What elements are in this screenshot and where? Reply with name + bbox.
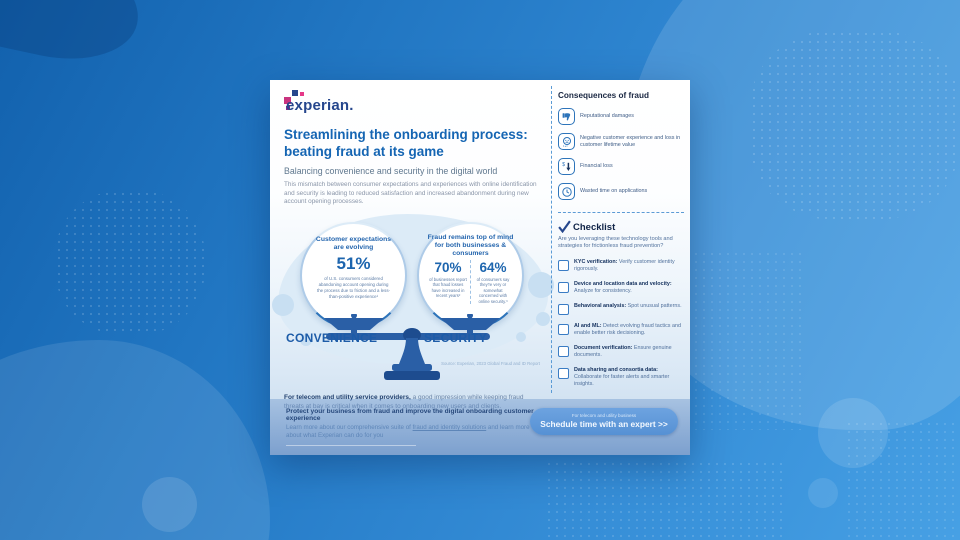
checklist-item-text: Data sharing and consortia data: Collabo… [574, 366, 670, 387]
checklist-item: Device and location data and velocity: A… [558, 281, 684, 295]
stat-description: of consumers say they're very or somewha… [476, 276, 510, 304]
stat-circle-fraud-top-of-mind: Fraud remains top of mind for both busin… [417, 221, 524, 329]
checkbox-kyc[interactable] [558, 259, 569, 271]
right-panel: Consequences of fraud Reputational damag… [558, 91, 684, 388]
consequence-label: Reputational damages [580, 113, 634, 119]
checklist-item-text: AI and ML: Detect evolving fraud tactics… [574, 322, 681, 336]
cta-text-block: Protect your business from fraud and imp… [286, 408, 534, 441]
halftone-dots-bottom-center [545, 460, 785, 540]
checklist-item-text: Document verification: Ensure genuine do… [574, 344, 672, 358]
checkmark-icon [558, 220, 571, 233]
stat-value-51: 51% [336, 254, 371, 274]
experian-logo: experian. [284, 90, 542, 114]
consequence-label: Wasted time on applications [580, 188, 648, 194]
telecom-note-bold: For telecom and utility service provider… [284, 393, 411, 401]
stat-value-64: 64% [479, 260, 507, 276]
horizontal-dashed-divider [558, 212, 684, 213]
balance-scale-icon [324, 313, 500, 380]
page-title: Streamlining the onboarding process: bea… [284, 126, 542, 160]
checkbox-data-sharing[interactable] [558, 367, 569, 379]
intro-paragraph: This mismatch between consumer expectati… [284, 181, 537, 206]
checklist-heading-row: Checklist [558, 220, 684, 233]
logo-dot-icon [284, 97, 291, 104]
consequence-item: Reputational damages [558, 108, 684, 125]
checklist-item: AI and ML: Detect evolving fraud tactics… [558, 323, 684, 337]
checklist-intro: Are you leveraging these technology tool… [558, 236, 673, 250]
halftone-dots-bottom-right [845, 420, 960, 540]
consequence-item: Negative customer experience and loss in… [558, 133, 684, 150]
checklist-item-text: Device and location data and velocity: A… [574, 280, 672, 294]
sad-face-icon [558, 133, 575, 150]
button-eyebrow-text: For telecom and utility business [571, 412, 637, 418]
bubble-decoration [536, 311, 550, 326]
stat-columns: 70% of businesses report that fraud loss… [419, 260, 522, 305]
bubble-decoration [516, 331, 526, 342]
fraud-identity-solutions-link[interactable]: fraud and identity solutions [412, 424, 487, 431]
halftone-dots-left [55, 190, 205, 335]
page-subtitle: Balancing convenience and security in th… [284, 166, 498, 176]
background-circle-right [818, 398, 888, 468]
stat-column-consumers: 64% of consumers say they're very or som… [470, 260, 515, 305]
consequences-heading: Consequences of fraud [558, 91, 649, 100]
svg-text:$: $ [562, 162, 565, 168]
thumbs-down-icon [558, 108, 575, 125]
stat-description: of U.S. consumers considered abandoning … [317, 276, 390, 299]
financial-loss-icon: $ [558, 158, 575, 175]
stat-value-70: 70% [434, 260, 462, 276]
checkbox-behavioral[interactable] [558, 303, 569, 315]
page-title-line2: beating fraud at its game [284, 144, 444, 159]
source-citation: Source: Experian, 2023 Global Fraud and … [441, 360, 540, 366]
stat-heading: Customer expectations are evolving [315, 235, 392, 251]
checklist-item: Document verification: Ensure genuine do… [558, 345, 684, 359]
bubble-decoration [300, 333, 312, 346]
schedule-expert-button[interactable]: For telecom and utility business Schedul… [530, 408, 678, 435]
bubble-decoration [528, 271, 554, 298]
scale-label-security: SECURITY [424, 330, 488, 345]
experian-logo-text: experian. [286, 97, 354, 114]
background-blob-bottom-left [0, 340, 270, 540]
checkbox-ai-ml[interactable] [558, 323, 569, 335]
checklist-item: KYC verification: Verify customer identi… [558, 259, 684, 273]
page-title-line1: Streamlining the onboarding process: [284, 127, 528, 142]
checklist-item: Behavioral analysis: Spot unusual patter… [558, 303, 684, 315]
cta-body-post: and learn more about what Experian can d… [286, 424, 530, 440]
cta-body: Learn more about our comprehensive suite… [286, 424, 534, 441]
stats-infographic: Customer expectations are evolving 51% o… [272, 213, 554, 386]
logo-dot-icon [292, 90, 298, 96]
clock-icon [558, 183, 575, 200]
logo-dot-icon [286, 106, 290, 110]
checklist-item-text: KYC verification: Verify customer identi… [574, 258, 675, 272]
stat-description: of businesses report that fraud losses h… [429, 276, 467, 299]
button-label: Schedule time with an expert >> [540, 418, 668, 429]
vertical-dashed-divider [551, 86, 552, 393]
logo-dot-icon [300, 92, 304, 96]
checkbox-document-verification[interactable] [558, 345, 569, 357]
stat-circle-customer-expectations: Customer expectations are evolving 51% o… [300, 221, 407, 329]
cta-heading: Protect your business from fraud and imp… [286, 408, 534, 422]
bubble-decoration [272, 293, 294, 316]
background-circle-bottom-left [142, 477, 197, 532]
background-corner-shape-top-left [0, 0, 150, 74]
document-main-column: experian. Streamlining the onboarding pr… [272, 90, 554, 411]
halftone-dots-right-middle [692, 250, 802, 430]
scale-label-convenience: CONVENIENCE [286, 330, 378, 345]
footer-underline-decoration [286, 445, 416, 446]
consequence-item: Wasted time on applications [558, 183, 684, 200]
stat-heading: Fraud remains top of mind for both busin… [427, 233, 514, 258]
infographic-document: experian. Streamlining the onboarding pr… [270, 80, 690, 455]
background-circle-right-small [808, 478, 838, 508]
halftone-dots-top-right [750, 30, 960, 220]
consequence-label: Negative customer experience and loss in… [580, 134, 681, 148]
cta-body-pre: Learn more about our comprehensive suite… [286, 424, 413, 431]
consequence-item: $ Financial loss [558, 158, 684, 175]
checklist-item: Data sharing and consortia data: Collabo… [558, 367, 684, 388]
checkbox-device-location[interactable] [558, 281, 569, 293]
cta-footer-band: Protect your business from fraud and imp… [270, 399, 690, 455]
checklist-heading: Checklist [573, 222, 616, 233]
consequence-label: Financial loss [580, 163, 613, 169]
stat-column-businesses: 70% of businesses report that fraud loss… [426, 260, 470, 304]
checklist-item-text: Behavioral analysis: Spot unusual patter… [574, 302, 682, 309]
